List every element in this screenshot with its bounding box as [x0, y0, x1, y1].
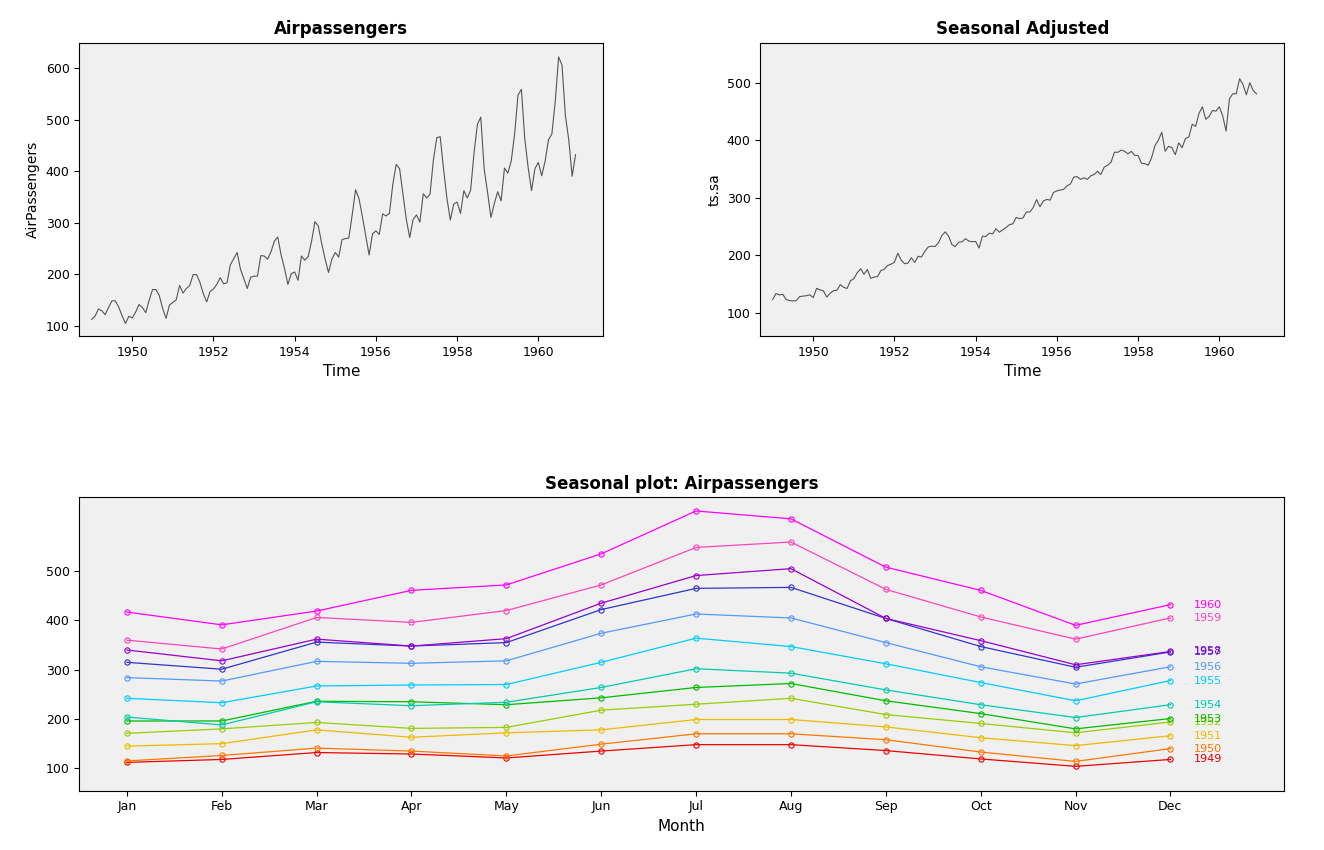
Text: 1954: 1954 [1194, 700, 1222, 710]
Text: 1949: 1949 [1194, 755, 1222, 764]
X-axis label: Time: Time [1004, 364, 1041, 379]
Text: 1953: 1953 [1194, 713, 1222, 723]
Text: 1955: 1955 [1194, 676, 1222, 686]
X-axis label: Month: Month [658, 819, 706, 834]
Text: 1959: 1959 [1194, 613, 1222, 623]
Text: 1956: 1956 [1194, 662, 1222, 672]
Text: 1952: 1952 [1194, 717, 1222, 727]
Text: 1958: 1958 [1194, 647, 1222, 656]
Title: Seasonal Adjusted: Seasonal Adjusted [936, 20, 1110, 38]
Y-axis label: ts.sa: ts.sa [707, 173, 722, 206]
Text: 1960: 1960 [1194, 599, 1222, 609]
Title: Seasonal plot: Airpassengers: Seasonal plot: Airpassengers [545, 475, 818, 493]
Y-axis label: AirPassengers: AirPassengers [26, 140, 40, 238]
Text: 1950: 1950 [1194, 744, 1222, 754]
Title: Airpassengers: Airpassengers [274, 20, 408, 38]
Text: 1951: 1951 [1194, 731, 1222, 741]
X-axis label: Time: Time [323, 364, 360, 379]
Text: 1957: 1957 [1194, 647, 1222, 657]
